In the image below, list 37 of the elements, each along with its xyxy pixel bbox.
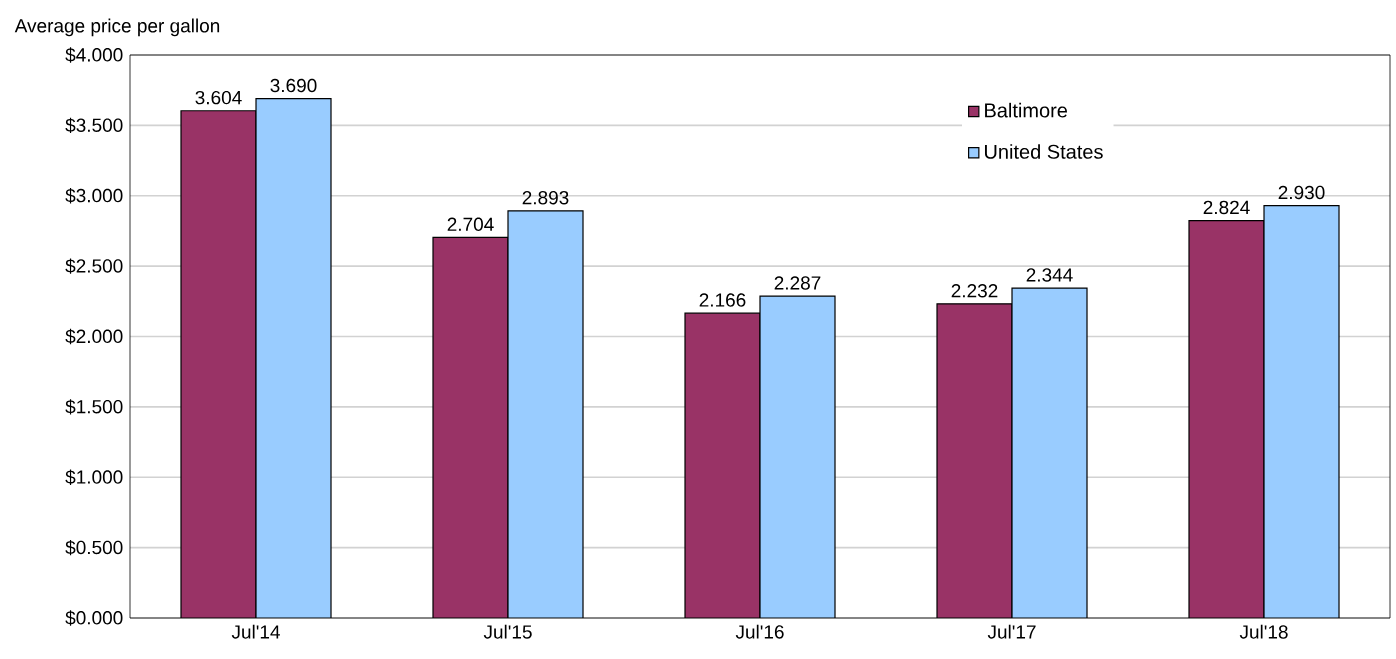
data-label: 2.344 xyxy=(1026,268,1073,282)
data-label: 2.824 xyxy=(1203,200,1250,215)
y-tick-label: $4.000 xyxy=(65,47,123,63)
y-tick-label: $3.000 xyxy=(65,188,123,204)
y-tick-label: $0.000 xyxy=(65,610,123,626)
data-label: 2.893 xyxy=(522,190,569,205)
bar xyxy=(1188,219,1265,618)
y-tick-label: $2.000 xyxy=(65,328,123,345)
data-label: 2.232 xyxy=(951,284,998,298)
bar xyxy=(759,295,836,618)
y-axis-title: Average price per gallon xyxy=(14,18,220,37)
x-tick-label: Jul'15 xyxy=(483,624,532,639)
bar xyxy=(255,98,332,618)
legend-label: Baltimore xyxy=(985,102,1068,118)
y-tick-label: $2.500 xyxy=(65,258,123,274)
data-label: 2.166 xyxy=(699,293,746,307)
bar xyxy=(1011,287,1088,618)
data-label: 3.604 xyxy=(195,90,242,105)
bar xyxy=(507,210,584,618)
y-tick-label: $3.500 xyxy=(65,117,123,134)
legend-label: United States xyxy=(984,144,1103,159)
x-tick-label: Jul'17 xyxy=(987,624,1036,639)
bar xyxy=(684,312,761,618)
y-tick-label: $0.500 xyxy=(65,539,123,556)
y-tick-label: $1.500 xyxy=(65,399,123,415)
x-tick-label: Jul'18 xyxy=(1239,624,1288,639)
bar xyxy=(180,110,257,618)
y-tick-label: $1.000 xyxy=(65,469,123,485)
x-tick-label: Jul'14 xyxy=(231,624,280,639)
data-label: 2.704 xyxy=(447,217,494,232)
data-label: 3.690 xyxy=(270,78,317,93)
bar xyxy=(936,303,1013,618)
data-label: 2.287 xyxy=(774,276,821,290)
data-label: 2.930 xyxy=(1278,185,1325,200)
x-tick-label: Jul'16 xyxy=(735,624,784,639)
bar xyxy=(1263,205,1340,618)
bar xyxy=(432,236,509,618)
